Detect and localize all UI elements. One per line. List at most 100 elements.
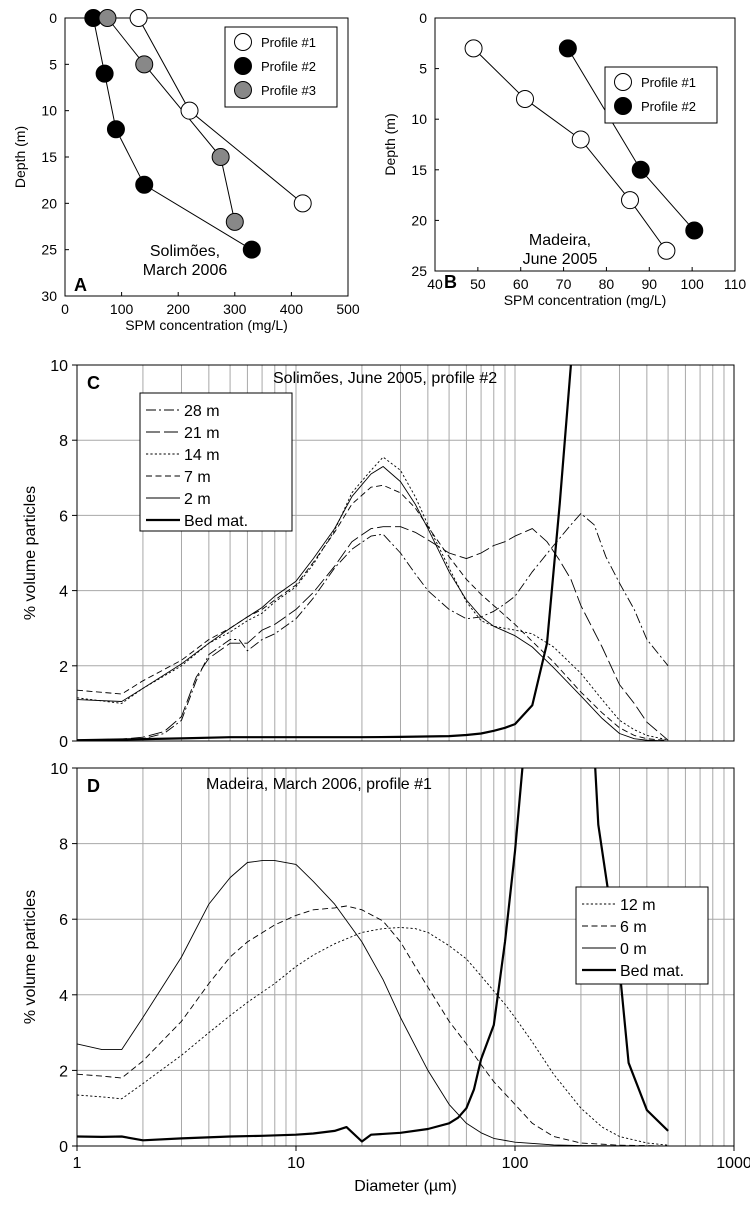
x-axis-label: SPM concentration (mg/L) (504, 292, 667, 308)
y-axis-label: % volume particles (22, 486, 39, 620)
series-line-profile3 (107, 17, 236, 222)
x-tick-label: 400 (280, 301, 304, 317)
data-point (516, 89, 534, 108)
panel-letter: D (87, 776, 100, 796)
y-tick-label: 10 (50, 761, 68, 778)
plot-frame (76, 767, 735, 1147)
legend: Profile #1 Profile #2 Profile #3 (224, 26, 338, 108)
legend-label: 12 m (620, 897, 656, 914)
data-point (631, 160, 650, 179)
series-line-bedmat (77, 365, 573, 741)
legend: 12 m 6 m 0 m Bed mat. (575, 886, 709, 985)
y-tick-label: 10 (411, 111, 427, 127)
y-tick-label: 6 (59, 912, 68, 929)
legend: Profile #1 Profile #2 (604, 66, 718, 124)
legend-marker (234, 57, 252, 75)
series-line-14m (77, 456, 669, 741)
legend-box (575, 886, 709, 985)
data-point (293, 194, 312, 213)
data-point (98, 9, 117, 27)
legend-label: Profile #3 (261, 83, 316, 98)
x-tick-label: 1 (73, 1155, 82, 1172)
panel-letter: A (74, 275, 87, 295)
y-tick-label: 10 (50, 358, 68, 375)
series-line-0m (77, 860, 669, 1146)
y-axis-label: Depth (m) (382, 113, 398, 175)
y-tick-label: 30 (41, 288, 57, 304)
data-point (242, 240, 261, 259)
legend-label: Profile #2 (261, 59, 316, 74)
legend-marker (234, 33, 252, 51)
data-point (135, 175, 154, 194)
y-tick-label: 15 (411, 162, 427, 178)
y-tick-label: 20 (41, 195, 57, 211)
annotation-line: Madeira, (529, 232, 591, 249)
x-axis-label: SPM concentration (mg/L) (125, 317, 288, 333)
x-tick-label: 90 (641, 276, 657, 292)
legend-label: 6 m (620, 919, 647, 936)
data-point (95, 64, 114, 83)
panel-C: 0 2 4 6 8 10 % volume particles Solimões, June … (22, 358, 735, 751)
y-tick-label: 15 (41, 149, 57, 165)
legend-label: 0 m (620, 941, 647, 958)
legend-label: Profile #1 (641, 75, 696, 90)
y-tick-label: 0 (49, 10, 57, 26)
x-tick-label: 50 (470, 276, 486, 292)
y-axis-label: % volume particles (22, 890, 39, 1024)
data-point (129, 9, 148, 27)
y-tick-label: 6 (59, 508, 68, 525)
panel-title: Madeira, March 2006, profile #1 (206, 776, 432, 793)
panel-letter: B (444, 272, 457, 292)
annotation-line: March 2006 (143, 262, 228, 279)
series-line-bedmat (77, 768, 669, 1143)
y-tick-label: 25 (411, 263, 427, 279)
legend-marker (234, 81, 252, 99)
legend-marker (614, 73, 632, 91)
data-point (621, 191, 639, 210)
x-tick-label: 100 (502, 1155, 529, 1172)
y-tick-label: 10 (41, 103, 57, 119)
x-tick-label: 100 (680, 276, 704, 292)
y-tick-label: 4 (59, 584, 68, 601)
data-point (106, 120, 125, 139)
legend-label: 28 m (184, 403, 220, 420)
legend-label: 21 m (184, 425, 220, 442)
y-tick-label: 2 (59, 1063, 68, 1080)
panel-B: 40 50 60 70 80 90 100 110 0 5 10 15 20 25 SPM concentr… (382, 10, 746, 308)
series-line-12m (77, 927, 669, 1146)
y-tick-label: 25 (41, 242, 57, 258)
y-tick-label: 8 (59, 837, 68, 854)
series-group (77, 365, 669, 741)
legend-label: 7 m (184, 469, 211, 486)
y-tick-label: 0 (59, 734, 68, 751)
panel-D: 0 2 4 6 8 10 1 10 100 1000 Diameter (µm) % volume p… (22, 761, 750, 1195)
legend-label: 14 m (184, 447, 220, 464)
plot-frame (76, 364, 735, 742)
y-tick-label: 5 (419, 61, 427, 77)
legend-label: Profile #2 (641, 99, 696, 114)
x-tick-label: 1000 (716, 1155, 750, 1172)
x-tick-label: 40 (427, 276, 443, 292)
y-axis-label: Depth (m) (12, 126, 28, 188)
data-point (558, 39, 577, 58)
legend-label: Bed mat. (620, 963, 684, 980)
y-tick-label: 5 (49, 56, 57, 72)
panel-title: Solimões, June 2005, profile #2 (273, 370, 497, 387)
data-point (571, 130, 590, 149)
series-line-6m (77, 905, 669, 1146)
plot-frame (434, 17, 736, 272)
x-tick-label: 300 (223, 301, 247, 317)
data-point (685, 221, 704, 240)
data-point (180, 101, 199, 120)
y-tick-label: 2 (59, 659, 68, 676)
y-tick-label: 4 (59, 988, 68, 1005)
x-tick-label: 80 (599, 276, 615, 292)
legend-label: Profile #1 (261, 35, 316, 50)
x-tick-label: 0 (61, 301, 69, 317)
x-tick-label: 10 (287, 1155, 305, 1172)
x-tick-label: 110 (724, 276, 747, 292)
series-group (77, 768, 669, 1146)
series-line-28m (77, 513, 669, 741)
legend: 28 m 21 m 14 m 7 m 2 m Bed mat. (139, 392, 293, 532)
